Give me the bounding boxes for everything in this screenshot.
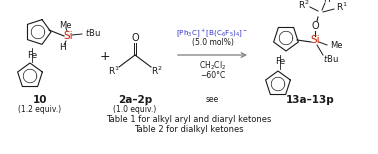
Text: R$^2$: R$^2$ <box>298 0 310 11</box>
Text: Table 1 for alkyl aryl and diaryl ketones: Table 1 for alkyl aryl and diaryl ketone… <box>106 115 272 124</box>
Text: Me: Me <box>59 20 71 30</box>
Text: Table 2 for dialkyl ketones: Table 2 for dialkyl ketones <box>134 124 244 134</box>
Text: 10: 10 <box>33 95 47 105</box>
Text: Si: Si <box>310 35 320 45</box>
Text: 2a–2p: 2a–2p <box>118 95 152 105</box>
Text: Me: Me <box>330 41 342 51</box>
Text: (1.2 equiv.): (1.2 equiv.) <box>19 105 62 113</box>
Text: Si: Si <box>63 31 73 41</box>
Text: 13a–13p: 13a–13p <box>286 95 335 105</box>
Text: Fe: Fe <box>275 57 285 67</box>
Text: (5.0 mol%): (5.0 mol%) <box>192 38 234 47</box>
Text: see: see <box>206 95 219 105</box>
Text: O: O <box>311 21 319 31</box>
Text: H: H <box>324 0 330 4</box>
Text: $t$Bu: $t$Bu <box>85 28 101 38</box>
Text: R$^2$: R$^2$ <box>151 65 163 77</box>
Text: (1.0 equiv.): (1.0 equiv.) <box>113 105 156 113</box>
Text: −60°C: −60°C <box>200 71 225 79</box>
Text: +: + <box>100 49 110 63</box>
Text: CH$_2$Cl$_2$: CH$_2$Cl$_2$ <box>199 60 226 72</box>
Text: R$^1$: R$^1$ <box>108 65 120 77</box>
Text: Fe: Fe <box>27 51 37 59</box>
Text: R$^1$: R$^1$ <box>336 1 348 13</box>
Text: H: H <box>59 43 65 53</box>
Text: $t$Bu: $t$Bu <box>323 53 339 63</box>
Text: $\mathregular{[Ph_3C]^+[B(C_6F_5)_4]^-}$: $\mathregular{[Ph_3C]^+[B(C_6F_5)_4]^-}$ <box>176 27 249 39</box>
Text: O: O <box>131 33 139 43</box>
